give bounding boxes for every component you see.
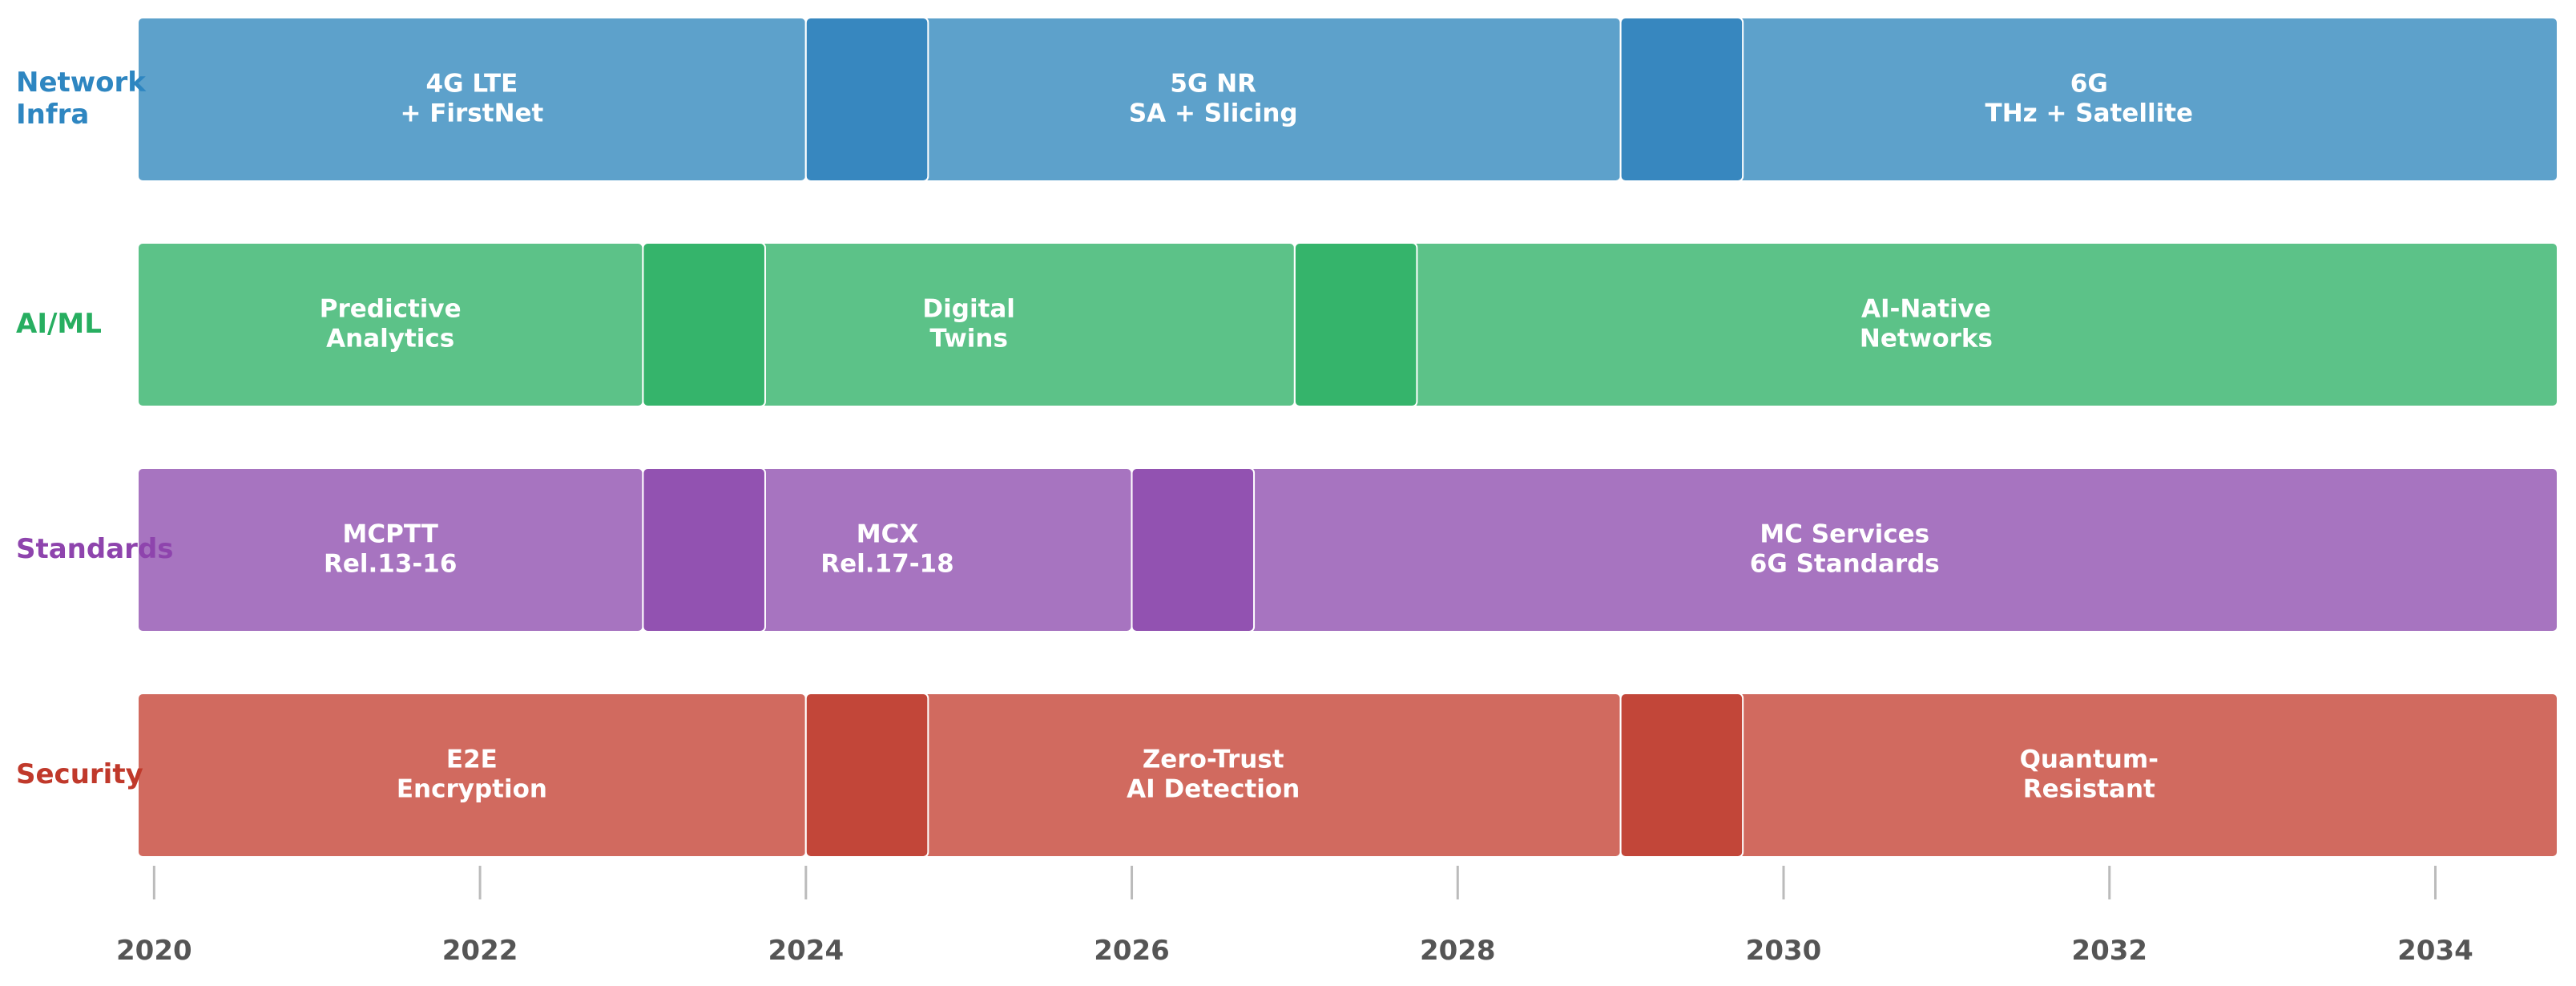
- lane-label-security: Security: [16, 758, 143, 790]
- x-tick-label-2034: 2034: [2397, 935, 2473, 967]
- lane-label-standards: Standards: [16, 533, 174, 565]
- lane-network-infra: 4G LTE + FirstNet 5G NR SA + Slicing 6G THz +…: [16, 17, 2558, 182]
- transition-overlap-2: [1619, 17, 1744, 182]
- transition-overlap-1: [804, 693, 929, 858]
- segment-label-4g-lte-firstnet: 4G LTE + FirstNet: [400, 69, 543, 127]
- segment-label-6g-thz-satellite: 6G THz + Satellite: [1985, 69, 2194, 127]
- x-tick-label-2022: 2022: [442, 935, 518, 967]
- segment-label-mc-services-6g-standards: MC Services 6G Standards: [1750, 519, 1940, 578]
- lane-ai-ml: Predictive Analytics Digital Twins AI-Native…: [16, 242, 2558, 407]
- segment-label-e2e-encryption: E2E Encryption: [397, 745, 547, 803]
- segment-label-quantum-resistant: Quantum-Resistant: [2020, 745, 2159, 803]
- transition-overlap-1: [642, 467, 766, 632]
- lane-label-network-infra: Network Infra: [16, 66, 147, 130]
- x-tick-label-2020: 2020: [116, 935, 192, 967]
- transition-overlap-2: [1619, 693, 1744, 858]
- x-tick-label-2032: 2032: [2071, 935, 2147, 967]
- segment-label-mcptt-rel-13-16: MCPTT Rel.13-16: [324, 519, 457, 578]
- transition-overlap-2: [1131, 467, 1256, 632]
- segment-label-ai-native-networks: AI-Native Networks: [1860, 294, 1993, 353]
- segment-label-5g-nr-sa-slicing: 5G NR SA + Slicing: [1129, 69, 1298, 127]
- x-axis: 2020 2022 2024 2026 2028 2030 2032 2034: [116, 866, 2473, 967]
- segment-label-zero-trust-ai-detection: Zero-Trust AI Detection: [1127, 745, 1300, 803]
- segment-label-mcx-rel-17-18: MCX Rel.17-18: [820, 519, 953, 578]
- transition-overlap-1: [642, 242, 766, 407]
- x-tick-label-2030: 2030: [1746, 935, 1822, 967]
- lane-label-ai-ml: AI/ML: [16, 308, 102, 340]
- x-tick-label-2024: 2024: [768, 935, 844, 967]
- transition-overlap-1: [804, 17, 929, 182]
- x-tick-label-2026: 2026: [1094, 935, 1170, 967]
- lane-standards: MCPTT Rel.13-16 MCX Rel.17-18 MC Services 6G …: [16, 467, 2558, 632]
- segment-label-digital-twins: Digital Twins: [922, 294, 1015, 353]
- lanes-layer: 4G LTE + FirstNet 5G NR SA + Slicing 6G THz +…: [16, 17, 2558, 858]
- segment-label-predictive-analytics: Predictive Analytics: [320, 294, 462, 353]
- lane-security: E2E Encryption Zero-Trust AI Detection Quant…: [16, 693, 2558, 858]
- x-tick-label-2028: 2028: [1420, 935, 1496, 967]
- transition-overlap-2: [1293, 242, 1418, 407]
